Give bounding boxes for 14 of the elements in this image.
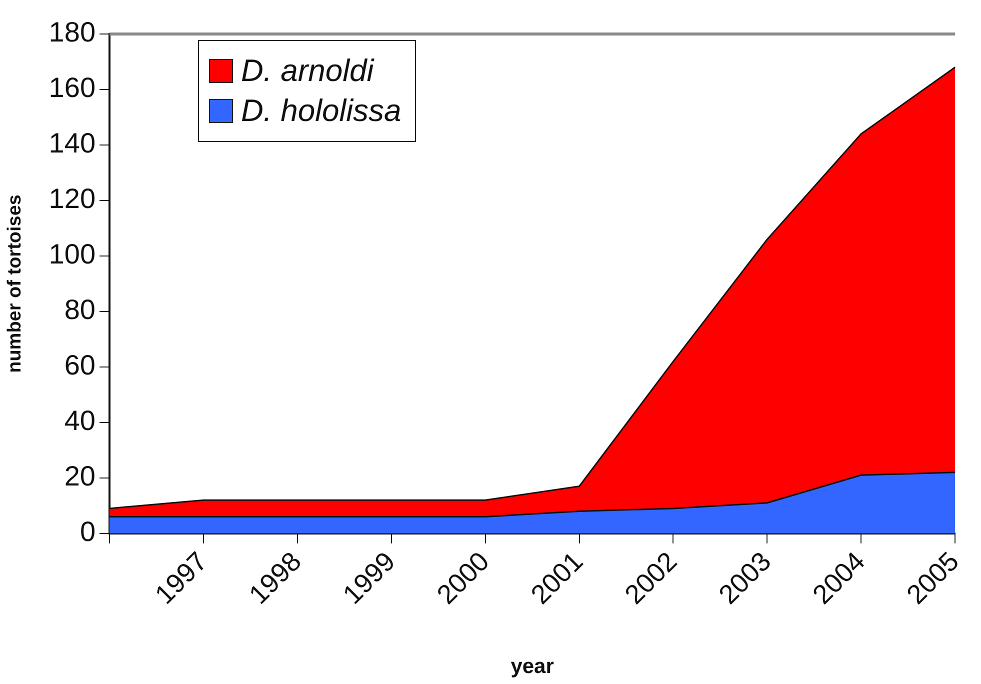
y-axis-title: number of tortoises [4, 194, 26, 373]
x-axis-title: year [510, 655, 554, 678]
y-tick-label: 140 [48, 128, 96, 159]
y-tick-label: 0 [80, 516, 96, 548]
y-tick-label: 100 [48, 238, 96, 270]
y-tick-label: 180 [48, 16, 96, 48]
y-tick-label: 20 [64, 460, 96, 492]
y-tick-label: 120 [48, 183, 96, 214]
y-tick-label: 80 [64, 294, 96, 326]
legend-label: D. hololissa [241, 93, 402, 129]
y-tick-label: 40 [64, 405, 96, 436]
y-tick-label: 60 [64, 350, 96, 381]
legend-label: D. arnoldi [241, 53, 374, 89]
y-tick-label: 160 [48, 72, 96, 104]
